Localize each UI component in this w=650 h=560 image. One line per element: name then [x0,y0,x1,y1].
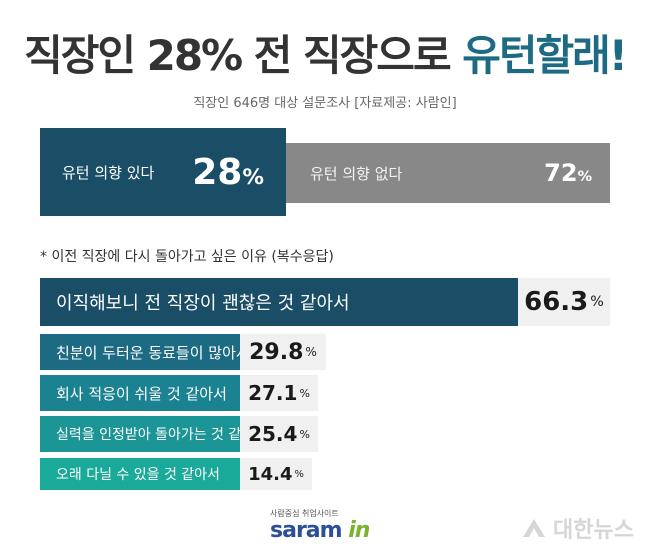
intent-yes-number: 28 [192,151,243,193]
bar-label-5: 오래 다닐 수 있을 것 같아서 [56,467,220,483]
bar-label-3: 회사 적응이 쉬울 것 같아서 [56,384,227,403]
bar-value-unit-3: % [299,386,310,400]
intent-yes-value: 28% [192,152,264,193]
intent-no-value: 72% [544,159,592,187]
title-accent: 유턴할래! [462,31,628,80]
chart-note: * 이전 직장에 다시 돌아가고 싶은 이유 (복수응답) [40,249,334,265]
bar-value-4: 25.4% [240,416,318,452]
intent-no-number: 72 [544,159,578,187]
logo-accent-text: in [348,518,370,543]
bar-value-5: 14.4% [240,458,312,490]
bar-value-2: 29.8% [240,334,326,370]
title-main: 직장인 28% 전 직장으로 [24,31,452,80]
intent-no-unit: % [577,169,592,185]
page-title: 직장인 28% 전 직장으로 유턴할래! [0,22,650,83]
bar-value-number-5: 14.4 [248,463,293,485]
logo-wordmark: saram in [270,518,370,543]
intent-yes-unit: % [242,164,264,190]
intent-yes-label: 유턴 의향 있다 [62,163,155,182]
logo-tagline: 사람중심 취업사이트 [270,509,339,518]
subtitle: 직장인 646명 대상 설문조사 [자료제공: 사람인] [193,96,457,111]
watermark-icon [523,519,546,537]
logo-main-text: saram [270,518,343,543]
bar-value-unit-2: % [305,345,317,359]
watermark-text: 대한뉴스 [553,518,634,543]
bar-value-number-3: 27.1 [248,381,298,405]
bar-value-number-2: 29.8 [249,339,304,365]
bar-value-1: 66.3% [518,278,610,326]
bar-label-4: 실력을 인정받아 돌아가는 것 같아서 [56,427,267,443]
bar-3: 회사 적응이 쉬울 것 같아서 27.1% [40,375,318,411]
bar-2: 친분이 두터운 동료들이 많아서 29.8% [40,334,326,370]
saramin-logo: 사람중심 취업사이트 saram in [266,508,386,548]
watermark: 대한뉴스 [521,512,634,544]
intent-yes-box: 유턴 의향 있다 28% [40,128,286,216]
bar-4: 실력을 인정받아 돌아가는 것 같아서 25.4% [40,416,318,452]
intent-no-box: 유턴 의향 없다 72% [286,143,610,203]
bar-value-unit-1: % [590,294,604,310]
bar-value-unit-4: % [299,427,310,441]
bar-value-unit-5: % [294,468,304,480]
bar-1: 이직해보니 전 직장이 괜찮은 것 같아서 66.3% [40,278,610,326]
bar-label-2: 친분이 두터운 동료들이 많아서 [56,343,250,362]
bar-value-number-4: 25.4 [248,422,298,446]
bar-label-1: 이직해보니 전 직장이 괜찮은 것 같아서 [56,293,350,314]
intent-no-label: 유턴 의향 없다 [310,164,403,183]
bar-5: 오래 다닐 수 있을 것 같아서 14.4% [40,458,312,490]
bar-value-number-1: 66.3 [524,287,589,317]
bar-value-3: 27.1% [240,375,318,411]
reasons-bar-chart: 이직해보니 전 직장이 괜찮은 것 같아서 66.3% 친분이 두터운 동료들이 많… [40,278,610,494]
